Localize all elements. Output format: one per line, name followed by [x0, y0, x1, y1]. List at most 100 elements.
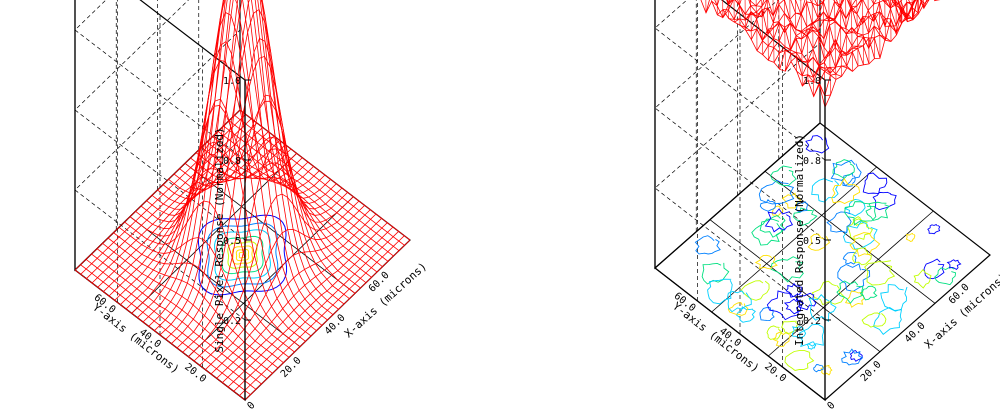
left-z-tick-label-3: 1.0 — [223, 76, 241, 87]
right-mesh-line-y-17 — [728, 0, 762, 20]
left-mesh-line-y-28 — [86, 118, 252, 279]
right-contour-42 — [785, 282, 803, 298]
right-floor-grid-x-1 — [764, 171, 936, 304]
right-x-axis: 0.020.040.060.0X-axis (microns) — [817, 271, 1000, 409]
right-contour-19 — [694, 235, 721, 255]
right-contour-66 — [946, 259, 962, 270]
right-x-tick-label-0: 0.0 — [817, 400, 838, 409]
right-grid-z-1 — [654, 0, 826, 241]
left-contour-3 — [221, 235, 264, 275]
right-contour-51 — [836, 280, 864, 304]
right-z-tick-label-2: 0.8 — [803, 156, 821, 167]
right-contour-55 — [841, 348, 864, 366]
right-contour-44 — [872, 306, 902, 335]
right-x-axis-label: X-axis (microns) — [922, 271, 1000, 352]
left-mesh-line-y-4 — [222, 222, 388, 383]
left-z-axis-label: Single Pixel Response (Normalized) — [213, 127, 226, 352]
right-chart-root: 0.2 0.5 0.8 1.0 Integrated Response (Normali… — [654, 0, 1000, 409]
left-contour-0 — [197, 214, 288, 296]
left-mesh-line-y-30 — [74, 109, 241, 271]
right-floor-contours — [694, 135, 962, 376]
right-contour-37 — [813, 364, 824, 373]
left-mesh-line-y-5 — [216, 218, 382, 379]
right-contour-27 — [759, 215, 786, 238]
right-mesh-line-y-13 — [750, 0, 803, 41]
left-mesh-line-x-27 — [223, 125, 394, 257]
right-contour-67 — [795, 201, 808, 213]
right-y-tick-label-0: 20.0 — [762, 361, 788, 385]
right-mesh-line-y-18 — [722, 0, 752, 11]
right-mesh-line-y-11 — [762, 0, 825, 55]
right-contour-45 — [770, 165, 797, 187]
right-wall-grid — [654, 0, 826, 367]
right-contour-23 — [831, 177, 861, 205]
left-grid-z-0 — [74, 29, 246, 321]
left-mesh-line-y-15 — [159, 0, 326, 336]
right-chart-panel: 0.2 0.5 0.8 1.0 Integrated Response (Normali… — [500, 0, 1000, 409]
right-contour-33 — [770, 256, 804, 283]
left-mesh-line-x-30 — [239, 109, 411, 241]
right-contour-54 — [805, 135, 830, 154]
right-contour-46 — [864, 260, 896, 286]
right-contour-58 — [861, 312, 887, 328]
right-contour-6 — [862, 172, 888, 195]
right-contour-14 — [807, 341, 817, 350]
right-contour-9 — [832, 159, 855, 179]
right-floor-grid-x-0 — [709, 219, 881, 352]
left-mesh-line-x-29 — [234, 115, 405, 246]
right-contour-50 — [707, 278, 733, 305]
left-contour-2 — [214, 229, 271, 281]
right-contour-41 — [807, 233, 830, 251]
right-contour-35 — [727, 302, 749, 316]
right-contour-38 — [808, 294, 837, 323]
right-mesh-line-y-9 — [773, 0, 843, 63]
left-mesh-line-y-7 — [205, 209, 371, 370]
left-grid-z-2 — [74, 0, 246, 161]
right-contour-43 — [759, 199, 776, 212]
right-mesh-line-y-7 — [784, 0, 862, 72]
right-contour-48 — [849, 350, 863, 362]
right-contour-49 — [842, 251, 857, 265]
right-mesh-line-x-20 — [900, 0, 918, 20]
right-mesh-line-y-8 — [779, 0, 857, 70]
right-contour-63 — [844, 201, 877, 226]
right-z-tick-label-0: 0.2 — [803, 316, 821, 327]
right-contour-10 — [913, 269, 932, 289]
right-mesh-line-y-12 — [756, 0, 806, 51]
right-contour-21 — [701, 262, 730, 285]
left-contour-1 — [206, 222, 279, 288]
right-surface-chart: 0.2 0.5 0.8 1.0 Integrated Response (Normali… — [654, 0, 1000, 409]
right-contour-53 — [754, 254, 778, 270]
right-contour-29 — [772, 331, 791, 347]
right-contour-57 — [751, 218, 783, 246]
right-contour-34 — [846, 218, 874, 241]
right-z-axis: 0.2 0.5 0.8 1.0 Integrated Response (Normali… — [793, 76, 831, 400]
left-surface-mesh — [74, 0, 411, 401]
left-y-axis-label: Y-axis (microns) — [90, 301, 182, 376]
left-y-tick-label-0: 20.0 — [182, 362, 208, 386]
right-contour-68 — [791, 326, 807, 339]
right-contour-39 — [865, 201, 890, 221]
right-z-tick-label-3: 1.0 — [803, 76, 821, 87]
right-mesh-line-y-16 — [734, 0, 765, 23]
right-mesh-line-y-14 — [745, 0, 779, 32]
left-x-tick-label-0: 0.0 — [237, 400, 258, 409]
left-chart-panel: 0.2 0.5 0.8 1.0 Single Pixel Response (Norma… — [74, 0, 429, 409]
right-contour-59 — [905, 232, 916, 243]
right-contour-56 — [727, 290, 752, 313]
right-contour-18 — [872, 191, 897, 211]
left-contour-6 — [235, 248, 250, 262]
right-contour-64 — [852, 247, 872, 266]
right-contour-62 — [799, 323, 824, 348]
left-floor-grid-y-1 — [131, 153, 297, 314]
right-z-axis-label: Integrated Response (Normalized) — [793, 134, 806, 346]
left-floor-grid-y-0 — [188, 196, 354, 357]
left-z-tick-label-0: 0.2 — [223, 316, 241, 327]
right-contour-26 — [880, 284, 908, 312]
right-x-tick-label-1: 20.0 — [859, 359, 884, 384]
left-mesh-line-x-28 — [228, 120, 400, 251]
right-contour-1 — [759, 307, 775, 321]
right-contour-5 — [771, 205, 784, 217]
right-contour-36 — [927, 224, 941, 235]
left-floor-grid-x-0 — [129, 216, 301, 347]
